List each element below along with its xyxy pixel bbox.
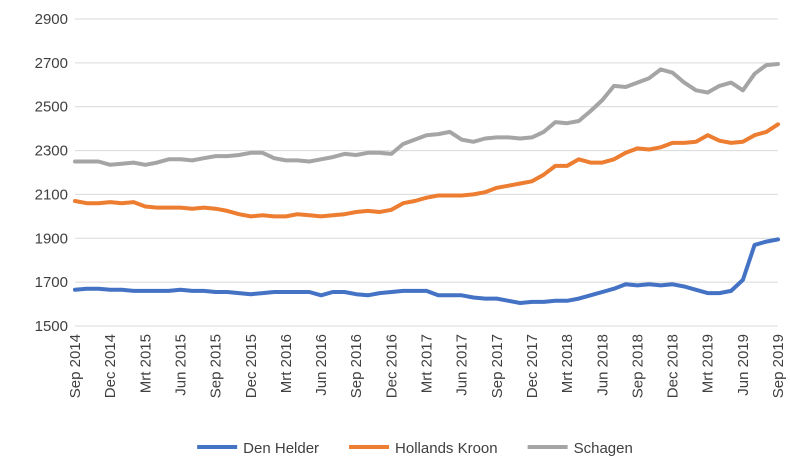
x-tick-label: Jun 2016 — [313, 334, 330, 396]
y-tick-label: 1700 — [35, 274, 68, 291]
y-tick-label: 2900 — [35, 11, 68, 28]
x-tick-label: Jun 2019 — [735, 334, 752, 396]
legend-label: Schagen — [574, 440, 633, 457]
y-tick-label: 1500 — [35, 318, 68, 335]
x-tick-label: Jun 2017 — [454, 334, 471, 396]
y-tick-label: 2100 — [35, 186, 68, 203]
x-tick-label: Mrt 2019 — [700, 334, 717, 393]
y-tick-label: 1900 — [35, 230, 68, 247]
x-tick-label: Dec 2018 — [665, 334, 682, 398]
x-tick-label: Sep 2017 — [489, 334, 506, 398]
x-tick-label: Sep 2019 — [770, 334, 787, 398]
x-tick-label: Dec 2017 — [524, 334, 541, 398]
y-tick-label: 2500 — [35, 99, 68, 116]
series-line — [73, 122, 780, 219]
x-tick-label: Jun 2018 — [594, 334, 611, 396]
y-tick-label: 2300 — [35, 143, 68, 160]
x-tick-label: Sep 2016 — [348, 334, 365, 398]
legend-label: Hollands Kroon — [395, 440, 498, 457]
x-tick-label: Mrt 2015 — [137, 334, 154, 393]
series-line — [73, 237, 780, 305]
x-tick-label: Sep 2015 — [208, 334, 225, 398]
x-tick-label: Sep 2018 — [629, 334, 646, 398]
x-tick-label: Jun 2015 — [172, 334, 189, 396]
x-tick-label: Mrt 2016 — [278, 334, 295, 393]
y-tick-label: 2700 — [35, 55, 68, 72]
x-tick-label: Dec 2014 — [102, 334, 119, 398]
series-line — [73, 62, 780, 167]
x-tick-label: Mrt 2018 — [559, 334, 576, 393]
x-tick-label: Dec 2015 — [243, 334, 260, 398]
legend-label: Den Helder — [243, 440, 319, 457]
x-tick-label: Mrt 2017 — [419, 334, 436, 393]
x-tick-label: Sep 2014 — [67, 334, 84, 398]
x-tick-label: Dec 2016 — [383, 334, 400, 398]
